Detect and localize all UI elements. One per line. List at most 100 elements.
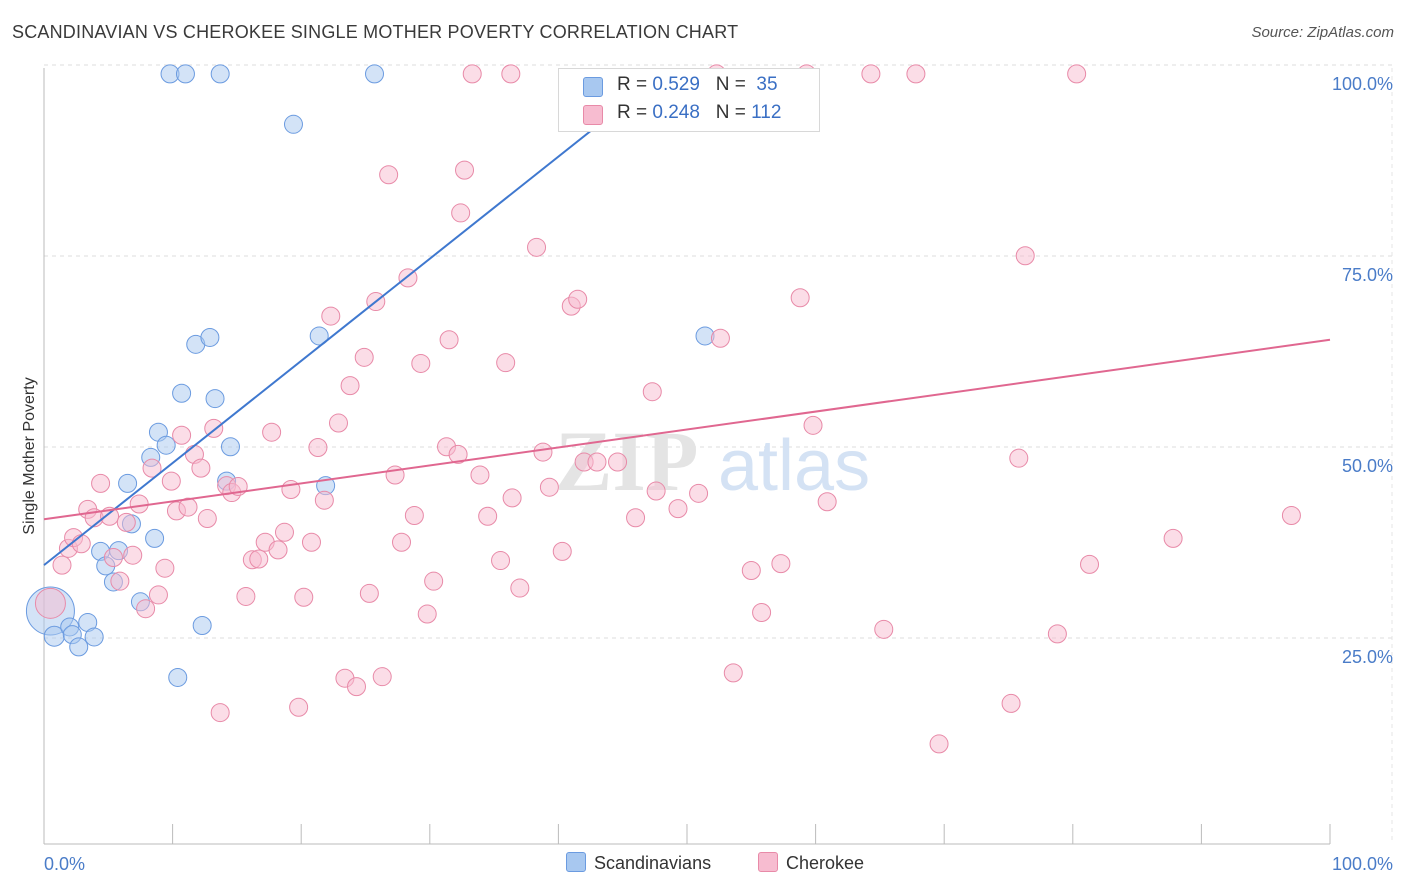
data-point-scandinavians: [168, 667, 188, 687]
r-label: R =: [617, 102, 653, 123]
data-point-cherokee: [1009, 448, 1029, 468]
data-point-cherokee: [1015, 246, 1035, 266]
data-point-cherokee: [142, 458, 162, 478]
data-point-cherokee: [741, 560, 761, 580]
data-point-cherokee: [308, 437, 328, 457]
stats-box: R = 0.529 N = 35 R = 0.248 N = 112: [558, 68, 820, 132]
data-point-scandinavians: [200, 327, 220, 347]
data-point-cherokee: [723, 663, 743, 683]
data-point-cherokee: [91, 473, 111, 493]
n-value: 112: [751, 102, 782, 123]
data-point-cherokee: [752, 603, 772, 623]
data-point-cherokee: [268, 540, 288, 560]
data-point-scandinavians: [172, 383, 192, 403]
scandinavians-legend-swatch-icon: [566, 852, 586, 872]
x-tick-label: 0.0%: [44, 854, 85, 874]
data-point-scandinavians: [145, 528, 165, 548]
data-point-cherokee: [161, 471, 181, 491]
axes: [43, 68, 1331, 845]
data-point-cherokee: [155, 558, 175, 578]
data-point-cherokee: [527, 237, 547, 257]
data-point-cherokee: [642, 382, 662, 402]
cherokee-swatch-icon: [583, 105, 603, 125]
data-point-cherokee: [321, 306, 341, 326]
data-point-cherokee: [103, 548, 123, 567]
data-point-scandinavians: [192, 615, 212, 635]
data-point-cherokee: [359, 583, 379, 603]
watermark-atlas-text: atlas: [718, 426, 870, 506]
legend-item-cherokee[interactable]: Cherokee: [758, 852, 864, 874]
data-point-cherokee: [262, 422, 282, 442]
data-points: [25, 64, 1301, 754]
data-point-cherokee: [191, 458, 211, 478]
data-point-cherokee: [929, 734, 949, 754]
data-point-cherokee: [668, 499, 688, 519]
legend-item-scandinavians[interactable]: Scandinavians: [566, 852, 711, 874]
data-point-cherokee: [608, 452, 628, 472]
data-point-cherokee: [439, 330, 459, 350]
data-point-cherokee: [178, 497, 198, 517]
trend-lines: [43, 79, 1331, 566]
stat-text: R = 0.529 N = 35: [617, 74, 778, 96]
grid-lines: [44, 64, 1393, 844]
data-point-cherokee: [71, 534, 91, 554]
data-point-cherokee: [289, 697, 309, 717]
data-point-cherokee: [496, 353, 516, 373]
x-tick-label: 100.0%: [1332, 854, 1393, 874]
data-point-cherokee: [491, 551, 511, 571]
data-point-cherokee: [626, 508, 646, 528]
n-label: N =: [715, 74, 752, 95]
data-point-cherokee: [455, 160, 475, 180]
data-point-cherokee: [1047, 624, 1067, 644]
data-point-cherokee: [129, 494, 149, 514]
data-point-cherokee: [906, 64, 926, 84]
data-point-cherokee: [451, 203, 471, 223]
data-point-cherokee: [502, 488, 522, 508]
data-point-cherokee: [294, 587, 314, 607]
data-point-cherokee: [424, 571, 444, 591]
scandinavians-swatch-icon: [583, 77, 603, 97]
data-point-cherokee: [354, 347, 374, 367]
data-point-cherokee: [379, 165, 399, 185]
axis-labels: 25.0% 50.0% 75.0% 100.0% 0.0% 100.0% Single Mo…: [21, 74, 1393, 874]
data-point-scandinavians: [175, 64, 195, 84]
data-point-cherokee: [501, 64, 521, 84]
data-point-cherokee: [392, 532, 412, 552]
data-point-cherokee: [411, 353, 431, 373]
data-point-cherokee: [470, 465, 490, 485]
data-point-cherokee: [539, 477, 559, 497]
data-point-cherokee: [710, 328, 730, 348]
cherokee-legend-swatch-icon: [758, 852, 778, 872]
data-point-cherokee: [34, 587, 66, 619]
data-point-cherokee: [197, 509, 217, 529]
data-point-cherokee: [123, 545, 143, 565]
data-point-cherokee: [1001, 693, 1021, 713]
data-point-cherokee: [478, 506, 498, 526]
data-point-cherokee: [346, 677, 366, 697]
data-point-cherokee: [172, 425, 192, 445]
legend-label: Cherokee: [786, 853, 865, 873]
data-point-scandinavians: [205, 389, 225, 409]
data-point-scandinavians: [283, 114, 303, 134]
data-point-cherokee: [689, 483, 709, 503]
y-tick-label: 50.0%: [1342, 456, 1393, 476]
data-point-cherokee: [803, 415, 823, 435]
data-point-scandinavians: [309, 326, 329, 346]
data-point-cherokee: [328, 413, 348, 433]
data-point-cherokee: [314, 490, 334, 510]
trend-line-cherokee: [43, 338, 1331, 521]
data-point-cherokee: [110, 571, 130, 591]
watermark: ZIP atlas: [555, 413, 870, 509]
data-point-cherokee: [646, 481, 666, 501]
data-point-cherokee: [533, 442, 553, 462]
source-credit: Source: ZipAtlas.com: [1251, 24, 1394, 41]
data-point-cherokee: [552, 541, 572, 561]
legend-label: Scandinavians: [594, 853, 712, 873]
data-point-cherokee: [1163, 528, 1183, 548]
data-point-cherokee: [404, 505, 424, 525]
data-point-cherokee: [1281, 505, 1301, 525]
data-point-cherokee: [116, 512, 136, 532]
y-tick-label: 25.0%: [1342, 647, 1393, 667]
data-point-scandinavians: [156, 435, 176, 455]
data-point-cherokee: [210, 703, 230, 723]
